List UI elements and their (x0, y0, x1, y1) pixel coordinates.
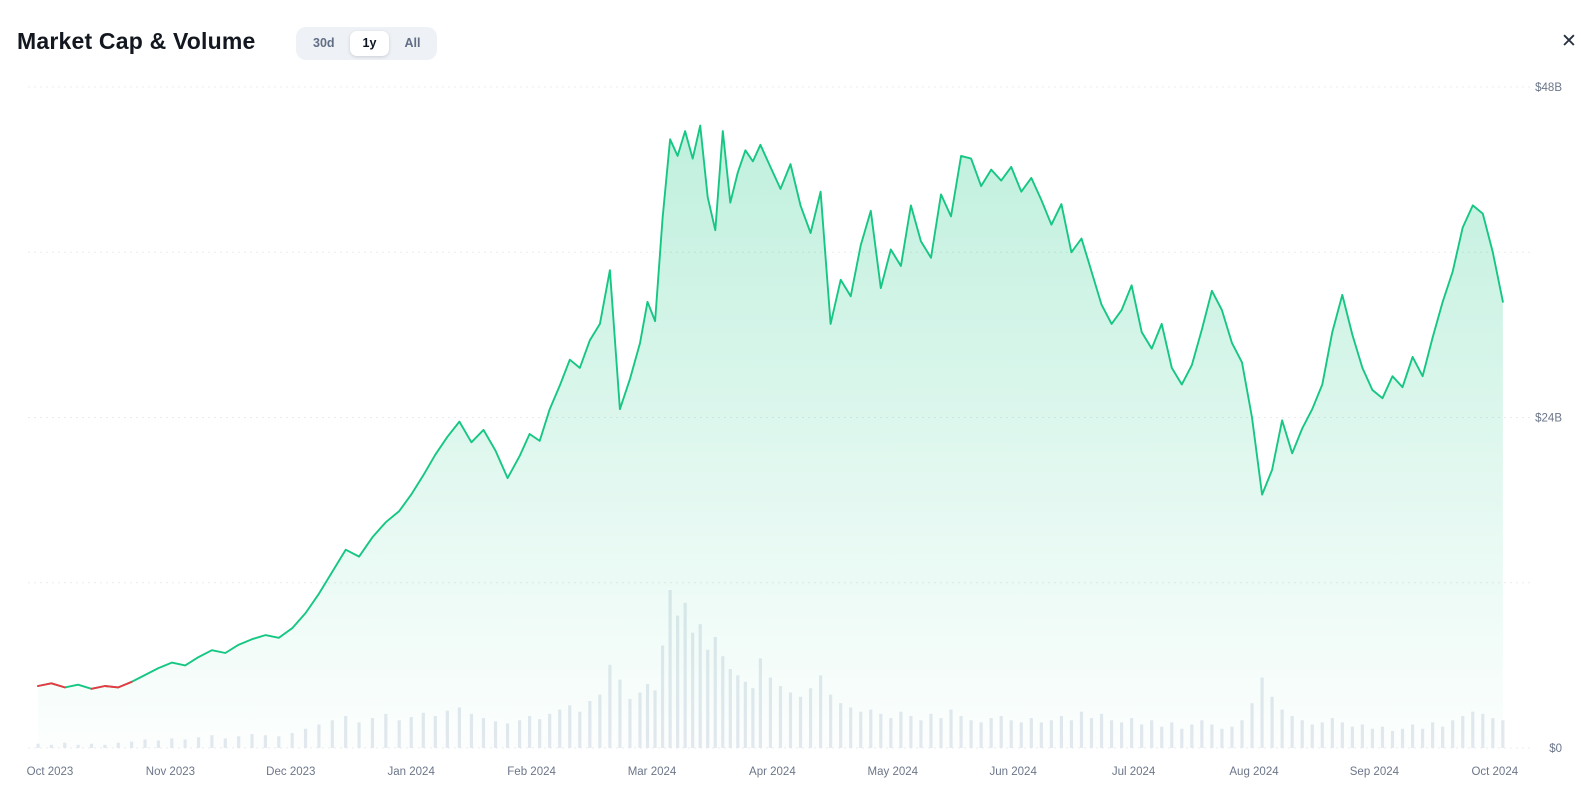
range-selector: 30d 1y All (296, 27, 438, 60)
x-tick-label: Nov 2023 (146, 766, 195, 778)
market-cap-line (37, 124, 1504, 690)
y-tick-label: $0 (1549, 743, 1562, 755)
x-tick-label: Dec 2023 (266, 766, 315, 778)
x-tick-label: Sep 2024 (1350, 766, 1400, 778)
down-segment (37, 682, 66, 689)
range-button-1y[interactable]: 1y (349, 31, 390, 56)
x-tick-label: Jan 2024 (388, 766, 436, 778)
page-title: Market Cap & Volume (17, 28, 256, 54)
close-icon[interactable]: ✕ (1561, 31, 1577, 52)
y-tick-label: $48B (1535, 82, 1562, 94)
x-tick-label: Jul 2024 (1112, 766, 1156, 778)
x-tick-label: Feb 2024 (507, 766, 556, 778)
x-tick-label: Jun 2024 (990, 766, 1038, 778)
chart-header: Market Cap & Volume 30d 1y All ✕ (0, 0, 1581, 70)
x-tick-label: May 2024 (868, 766, 919, 778)
x-tick-label: Mar 2024 (628, 766, 677, 778)
range-button-30d[interactable]: 30d (300, 31, 348, 56)
market-cap-area (38, 125, 1503, 749)
down-segment (90, 680, 133, 690)
x-tick-label: Apr 2024 (749, 766, 796, 778)
y-tick-label: $24B (1535, 413, 1562, 425)
x-tick-label: Oct 2024 (1471, 766, 1518, 778)
range-button-all[interactable]: All (391, 31, 433, 56)
x-tick-label: Aug 2024 (1229, 766, 1279, 778)
x-tick-label: Oct 2023 (27, 766, 74, 778)
